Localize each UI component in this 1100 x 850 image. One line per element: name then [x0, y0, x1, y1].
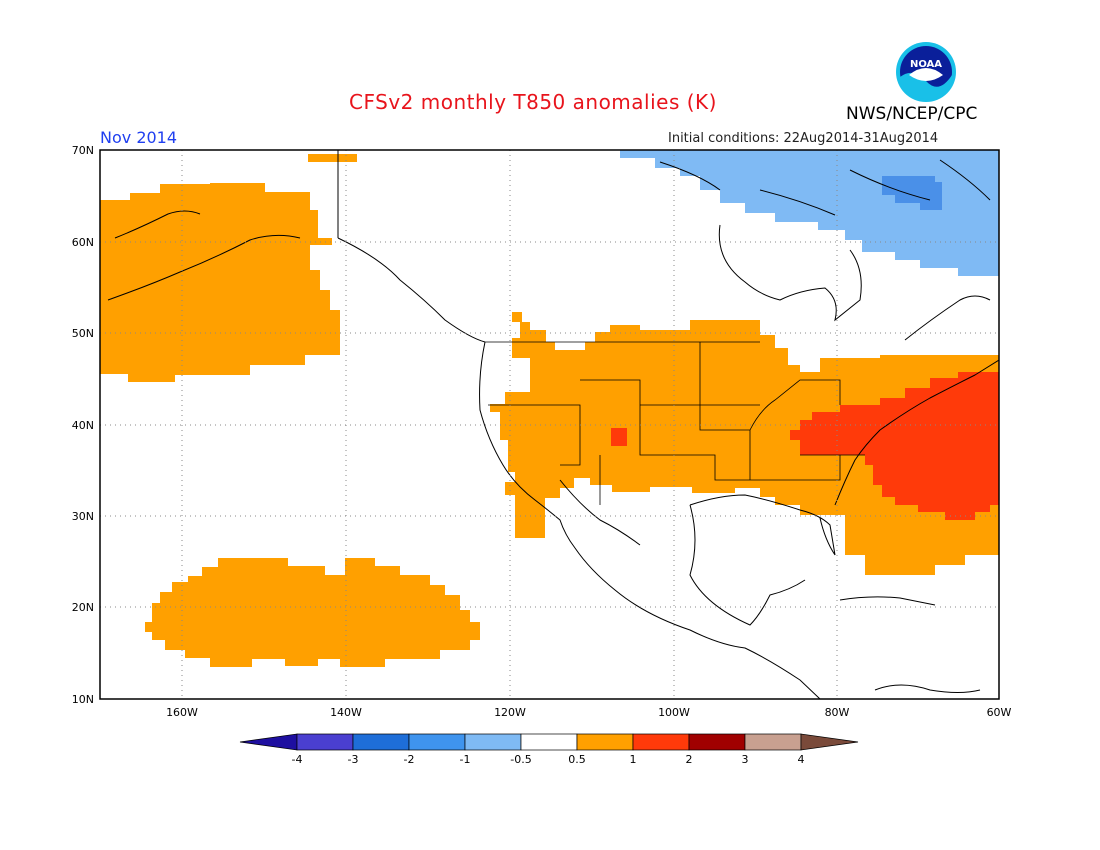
noaa-logo-icon: NOAA	[896, 42, 956, 102]
colorbar-labels: -4 -3 -2 -1 -0.5 0.5 1 2 3 4	[292, 753, 805, 766]
colorbar-label: -1	[460, 753, 471, 766]
lat-tick-label: 40N	[72, 419, 94, 432]
initial-conditions: Initial conditions: 22Aug2014-31Aug2014	[668, 131, 939, 146]
anomaly-shading	[100, 150, 999, 667]
colorbar-label: 2	[686, 753, 693, 766]
colorbar-label: 3	[742, 753, 749, 766]
colorbar-swatch	[296, 733, 354, 751]
colorbar-swatch	[744, 733, 802, 751]
lon-tick-label: 60W	[987, 706, 1012, 719]
lon-axis: 160W 140W 120W 100W 80W 60W	[166, 706, 1011, 719]
colorbar-swatch	[408, 733, 466, 751]
anomaly-region-baffin-core	[882, 176, 942, 210]
colorbar-label: 0.5	[568, 753, 586, 766]
colorbar-cap-right	[800, 733, 859, 751]
colorbar-swatch	[352, 733, 410, 751]
lon-tick-label: 140W	[330, 706, 362, 719]
colorbar-label: 4	[798, 753, 805, 766]
state-borders	[485, 341, 865, 505]
anomaly-region-conus	[490, 312, 999, 575]
coastlines	[107, 150, 999, 699]
svg-text:NOAA: NOAA	[910, 59, 942, 70]
anomaly-region-colorado	[611, 428, 627, 446]
colorbar-label: -2	[404, 753, 415, 766]
anomaly-region-hawaii	[145, 558, 480, 667]
colorbar-swatch	[464, 733, 522, 751]
colorbar-cap-left	[239, 733, 298, 751]
map-title: CFSv2 monthly T850 anomalies (K)	[349, 90, 717, 114]
map-plot-area	[100, 150, 999, 699]
lat-tick-label: 70N	[72, 144, 94, 157]
lon-tick-label: 100W	[658, 706, 690, 719]
lat-tick-label: 60N	[72, 236, 94, 249]
anomaly-region-arctic-strip	[308, 154, 357, 162]
lon-tick-label: 160W	[166, 706, 198, 719]
map-frame	[99, 149, 1000, 700]
colorbar-label: -4	[292, 753, 303, 766]
anomaly-region-east-coast	[790, 372, 999, 520]
lat-tick-label: 50N	[72, 327, 94, 340]
agency-label: NWS/NCEP/CPC	[846, 104, 978, 124]
lat-tick-label: 30N	[72, 510, 94, 523]
lat-axis: 70N 60N 50N 40N 30N 20N 10N	[72, 144, 94, 706]
anomaly-region-canada-arctic	[620, 150, 999, 276]
colorbar-swatch	[576, 733, 634, 751]
colorbar-label: 1	[630, 753, 637, 766]
lon-tick-label: 120W	[494, 706, 526, 719]
lon-tick-label: 80W	[825, 706, 850, 719]
colorbar-label: -3	[348, 753, 359, 766]
colorbar-swatch	[688, 733, 746, 751]
lat-tick-label: 20N	[72, 601, 94, 614]
lat-tick-label: 10N	[72, 693, 94, 706]
anomaly-region-alaska	[100, 183, 340, 382]
colorbar-swatch	[520, 733, 578, 751]
colorbar-swatch	[632, 733, 690, 751]
forecast-month: Nov 2014	[100, 128, 178, 147]
colorbar	[239, 733, 859, 751]
colorbar-label: -0.5	[510, 753, 531, 766]
